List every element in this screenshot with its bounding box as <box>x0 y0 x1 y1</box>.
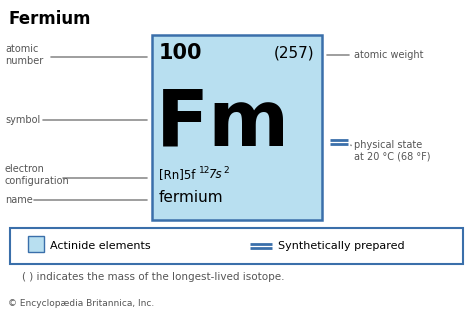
Text: Synthetically prepared: Synthetically prepared <box>278 241 405 251</box>
Text: symbol: symbol <box>5 115 40 125</box>
Text: Fm: Fm <box>156 86 291 162</box>
Text: 7s: 7s <box>209 168 223 181</box>
Text: ( ) indicates the mass of the longest-lived isotope.: ( ) indicates the mass of the longest-li… <box>22 272 284 282</box>
Text: atomic weight: atomic weight <box>354 50 423 60</box>
Text: © Encyclopædia Britannica, Inc.: © Encyclopædia Britannica, Inc. <box>8 299 154 308</box>
Text: (257): (257) <box>273 45 314 60</box>
Text: [Rn]5f: [Rn]5f <box>159 168 195 181</box>
Text: 2: 2 <box>223 166 228 175</box>
Bar <box>10 228 463 264</box>
Text: name: name <box>5 195 33 205</box>
Text: 12: 12 <box>199 166 210 175</box>
Text: fermium: fermium <box>159 190 224 205</box>
Text: physical state
at 20 °C (68 °F): physical state at 20 °C (68 °F) <box>354 139 430 161</box>
Bar <box>152 35 322 220</box>
Bar <box>28 236 44 252</box>
Text: Actinide elements: Actinide elements <box>50 241 151 251</box>
Text: Fermium: Fermium <box>8 10 91 28</box>
Text: electron
configuration: electron configuration <box>5 164 70 186</box>
Text: 100: 100 <box>159 43 202 63</box>
Text: atomic
number: atomic number <box>5 44 43 66</box>
